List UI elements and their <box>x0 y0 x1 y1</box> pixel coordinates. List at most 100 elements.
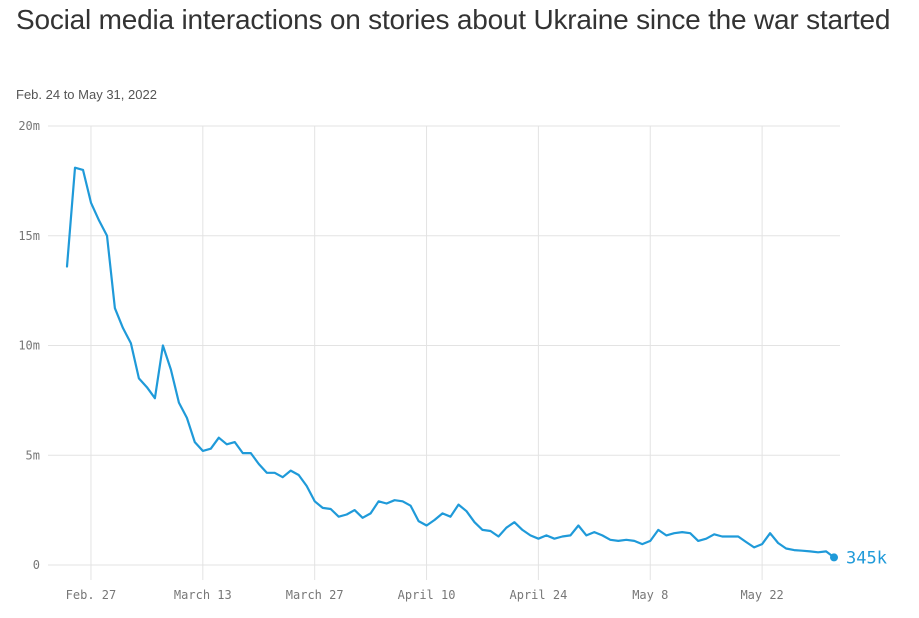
x-tick-label: March 13 <box>174 588 232 602</box>
data-point <box>226 443 228 445</box>
data-point <box>801 550 803 552</box>
data-point <box>346 513 348 515</box>
data-point <box>537 538 539 540</box>
data-point <box>817 551 819 553</box>
data-point <box>585 534 587 536</box>
data-point <box>481 529 483 531</box>
data-point <box>633 540 635 542</box>
y-tick-label: 15m <box>18 229 40 243</box>
label-layer: 345k <box>830 548 887 568</box>
data-point <box>170 368 172 370</box>
data-point <box>729 535 731 537</box>
data-point <box>234 441 236 443</box>
data-point <box>290 469 292 471</box>
data-point <box>106 235 108 237</box>
data-point <box>385 502 387 504</box>
chart-subtitle: Feb. 24 to May 31, 2022 <box>16 87 157 102</box>
data-point <box>377 500 379 502</box>
data-point <box>505 527 507 529</box>
data-point <box>298 474 300 476</box>
data-point <box>545 534 547 536</box>
data-point <box>146 386 148 388</box>
data-point <box>489 530 491 532</box>
data-point <box>409 505 411 507</box>
axis-layer: 0 5m 10m 15m 20m Feb. 27 March 13 March 27 April… <box>18 119 783 602</box>
data-point <box>593 531 595 533</box>
data-point <box>521 529 523 531</box>
data-point <box>449 516 451 518</box>
data-point <box>66 265 68 267</box>
data-point <box>282 476 284 478</box>
data-point <box>681 531 683 533</box>
data-point <box>769 532 771 534</box>
data-point <box>625 539 627 541</box>
data-point <box>465 510 467 512</box>
data-point <box>697 540 699 542</box>
data-point <box>130 342 132 344</box>
data-point <box>90 202 92 204</box>
data-point <box>617 540 619 542</box>
data-point <box>361 517 363 519</box>
data-point <box>673 532 675 534</box>
y-tick-label: 5m <box>26 448 40 462</box>
y-tick-label: 0 <box>33 558 40 572</box>
data-point <box>274 472 276 474</box>
data-point <box>657 529 659 531</box>
end-point-marker <box>830 553 838 562</box>
data-point <box>186 417 188 419</box>
data-point <box>250 452 252 454</box>
x-tick-label: April 10 <box>398 588 456 602</box>
data-point <box>457 503 459 505</box>
series-layer <box>65 166 836 559</box>
x-tick-label: May 22 <box>740 588 783 602</box>
data-point <box>353 509 355 511</box>
data-point <box>218 437 220 439</box>
end-value-label: 345k <box>846 548 887 568</box>
grid-layer <box>48 125 840 580</box>
data-point <box>441 512 443 514</box>
data-point <box>753 546 755 548</box>
data-point <box>178 401 180 403</box>
data-point <box>649 540 651 542</box>
data-point <box>745 541 747 543</box>
data-point <box>393 499 395 501</box>
chart-title: Social media interactions on stories abo… <box>16 4 891 35</box>
data-point <box>433 519 435 521</box>
data-point <box>641 543 643 545</box>
data-point <box>338 516 340 518</box>
data-point <box>258 463 260 465</box>
x-tick-label: May 8 <box>632 588 668 602</box>
data-point <box>497 535 499 537</box>
data-point <box>98 219 100 221</box>
data-point <box>425 524 427 526</box>
data-point <box>417 520 419 522</box>
data-point <box>713 533 715 535</box>
data-point <box>809 550 811 552</box>
data-point <box>401 500 403 502</box>
data-point <box>553 538 555 540</box>
data-point <box>154 397 156 399</box>
data-point <box>761 543 763 545</box>
data-point <box>138 377 140 379</box>
data-point <box>369 512 371 514</box>
data-point <box>601 534 603 536</box>
data-point <box>114 307 116 309</box>
y-tick-label: 10m <box>18 339 40 353</box>
series-line <box>65 166 836 559</box>
data-point <box>242 452 244 454</box>
data-point <box>665 534 667 536</box>
data-point <box>577 524 579 526</box>
y-tick-label: 20m <box>18 119 40 133</box>
data-point <box>266 472 268 474</box>
data-point <box>473 521 475 523</box>
data-point <box>737 535 739 537</box>
data-point <box>825 550 827 552</box>
data-point <box>210 448 212 450</box>
x-tick-label: Feb. 27 <box>66 588 117 602</box>
data-point <box>689 532 691 534</box>
data-point <box>529 534 531 536</box>
data-point <box>82 169 84 171</box>
x-tick-label: March 27 <box>286 588 344 602</box>
data-point <box>609 539 611 541</box>
